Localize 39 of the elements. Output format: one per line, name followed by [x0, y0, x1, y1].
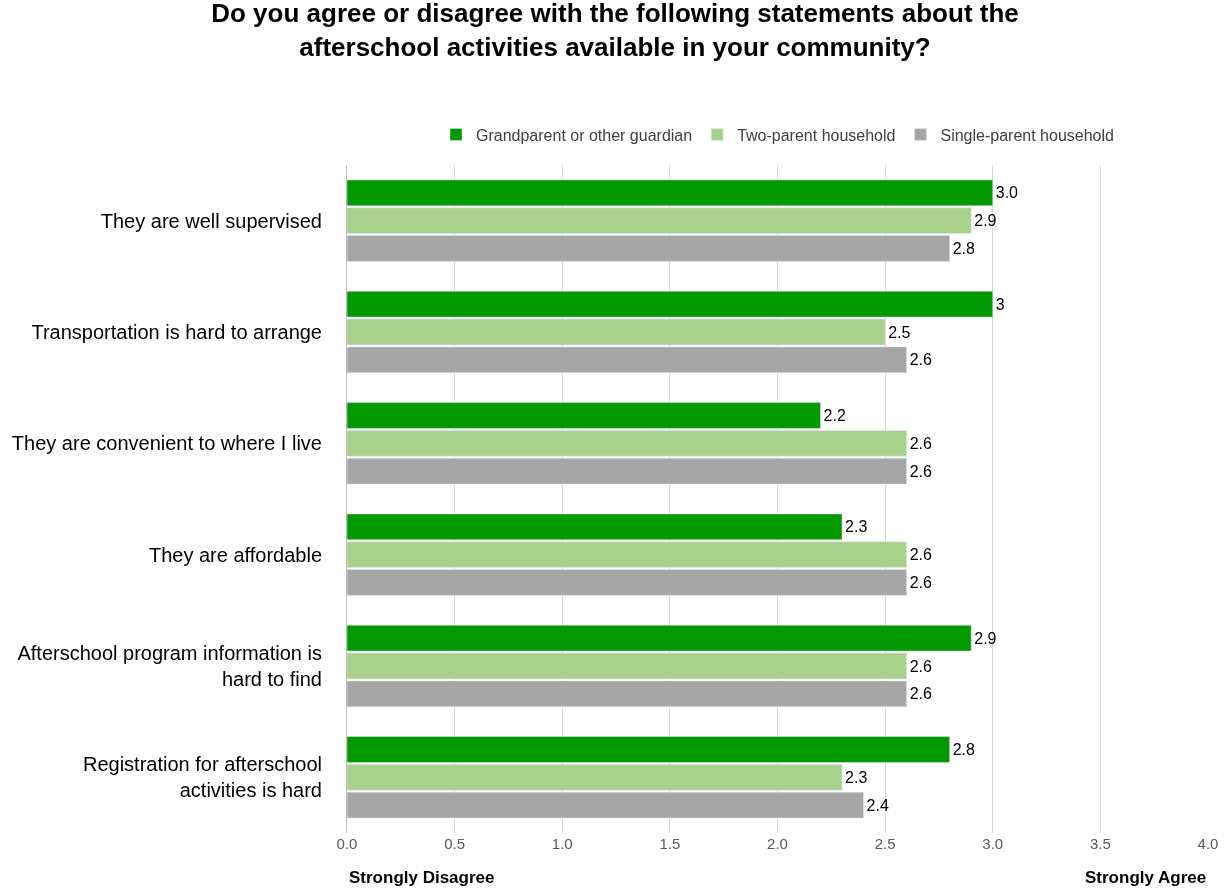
data-label: 2.6: [909, 574, 932, 591]
data-label: 2.8: [952, 240, 976, 257]
y-tick-label: They are convenient to where I live: [11, 432, 322, 455]
x-tick-label: 2.5: [874, 835, 896, 852]
x-tick-label: 0.0: [336, 835, 358, 852]
text: Strongly Disagree: [349, 868, 495, 887]
x-tick-label: 1.0: [551, 835, 573, 852]
data-label: 2.3: [845, 518, 868, 536]
x-tick-label: 0.5: [444, 835, 466, 852]
data-label: 2.6: [909, 657, 932, 675]
x-tick-label: 3.0: [982, 835, 1004, 852]
data-label: 3: [995, 295, 1005, 313]
x-tick-label: 2.0: [767, 835, 788, 852]
y-tick-label: They are well supervised: [100, 209, 322, 232]
chart-title: Do you agree or disagree with the following statements about the afterschool activities available in your community?: [211, 0, 1019, 63]
data-label: 2.6: [909, 434, 932, 452]
text: Strongly Agree: [1085, 868, 1207, 887]
data-label: 2.9: [974, 212, 997, 230]
data-label: 2.5: [888, 323, 911, 341]
y-tick-label: Registration for afterschool activities is hard: [82, 753, 322, 802]
data-label: 2.6: [909, 685, 932, 703]
legend-label: Grandparent or other guardian: [476, 126, 693, 144]
data-label: 2.9: [974, 629, 997, 647]
x-tick-label: 3.5: [1089, 835, 1111, 852]
y-tick-label: Transportation is hard to arrange: [31, 321, 322, 343]
legend-label: Single-parent household: [940, 126, 1114, 144]
data-label: 2.6: [909, 351, 932, 369]
data-label: 2.2: [823, 407, 846, 424]
data-label: 2.6: [909, 462, 932, 480]
data-label: 2.4: [866, 796, 889, 814]
data-label: 2.8: [952, 741, 976, 758]
y-tick-label: Afterschool program information is hard to find: [17, 642, 322, 690]
data-label: 3.0: [995, 184, 1019, 202]
x-tick-label: 1.5: [659, 835, 681, 852]
data-label: 2.3: [845, 768, 868, 786]
legend-label: Two-parent household: [737, 126, 896, 144]
x-tick-label: 4.0: [1197, 835, 1219, 852]
data-label: 2.6: [909, 546, 932, 564]
y-tick-label: They are affordable: [148, 543, 322, 566]
